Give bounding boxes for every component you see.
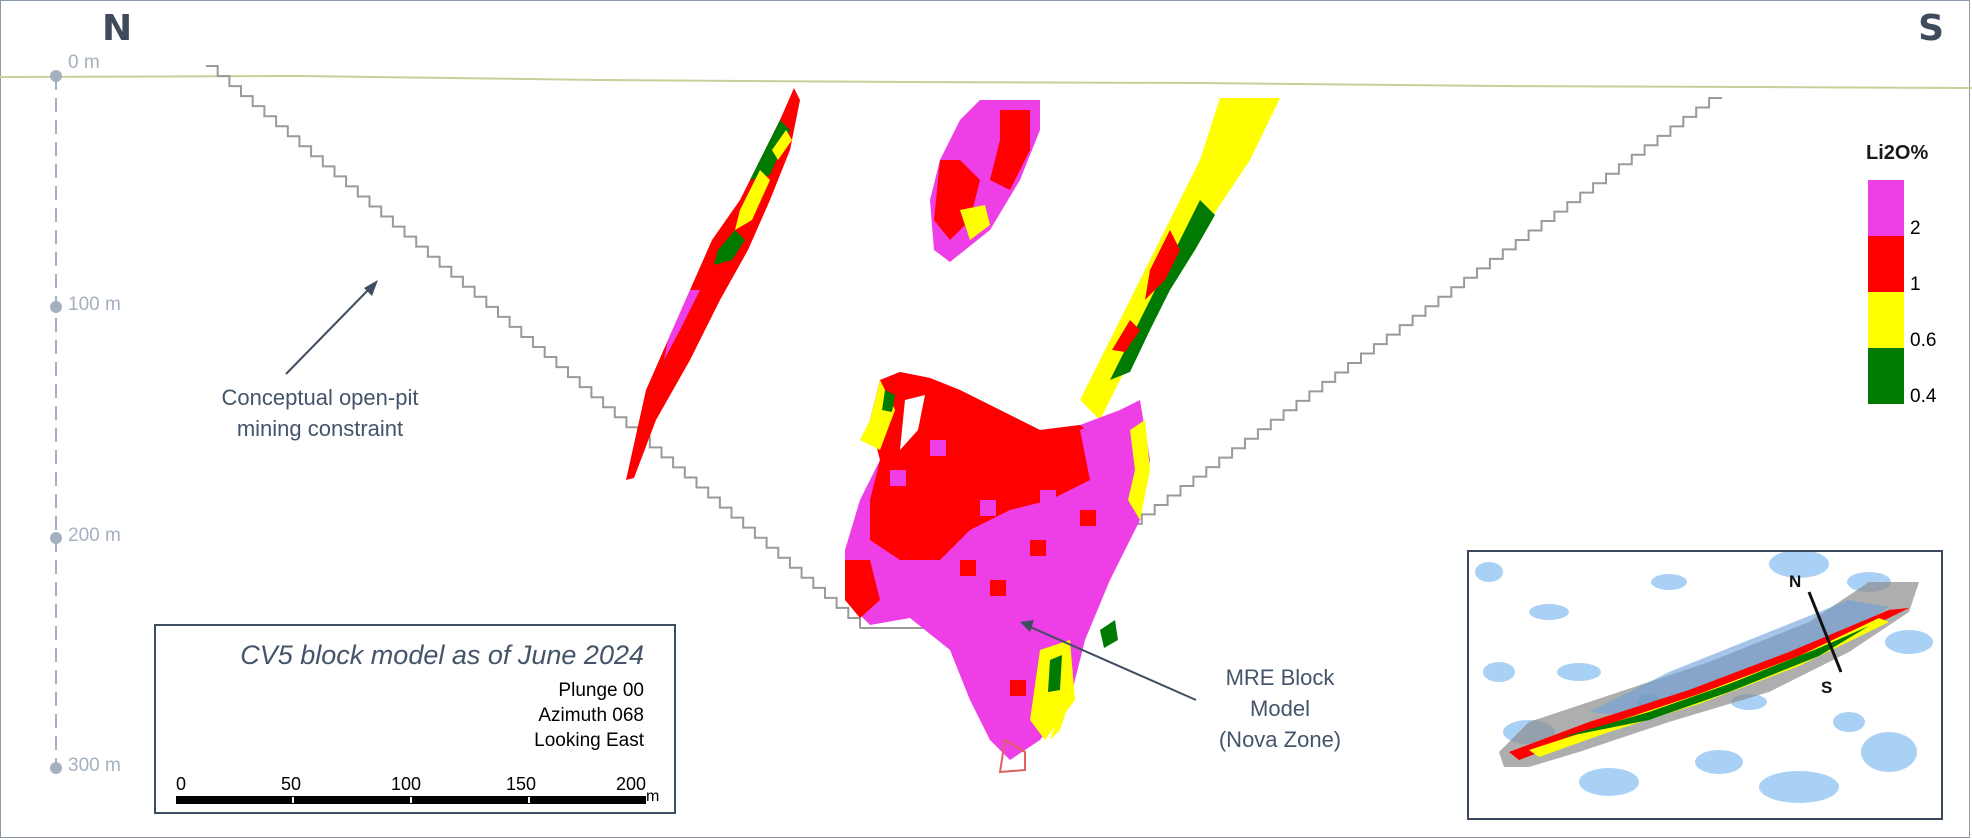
inset-north-label: N [1789,572,1802,591]
legend-swatch-0-4 [1868,348,1904,404]
inset-map-drawing [1475,552,1933,803]
plunge-text: Plunge 00 [558,680,644,701]
legend-swatch-2 [1868,180,1904,236]
looking-text: Looking East [534,730,644,751]
topography-line [0,74,1972,89]
ore-body-main-keel [845,372,1150,774]
scale-tick-100: 100 [391,774,422,794]
ore-body-south-dyke [1080,98,1280,420]
scale-tick-50: 50 [281,774,302,794]
mre-label-line-2: Model [1250,696,1310,721]
mre-label-line-1: MRE Block [1225,665,1335,690]
legend-swatch-1 [1868,236,1904,292]
mre-callout-arrow [1020,620,1197,701]
info-box: CV5 block model as of June 2024 Plunge 0… [154,624,676,814]
depth-marker-100 [50,301,62,313]
depth-marker-0 [50,70,62,82]
azimuth-text: Azimuth 068 [538,705,644,726]
pit-constraint-label: Conceptual open-pit mining constraint [150,382,490,444]
pit-label-line-1: Conceptual open-pit [221,385,419,410]
scale-tick-0: 0 [176,774,187,794]
scale-unit: m [646,788,660,805]
scale-tick-150: 150 [506,774,537,794]
depth-label-100: 100 m [68,294,121,315]
mre-label-line-3: (Nova Zone) [1218,727,1342,752]
scale-tick-200: 200 [616,774,647,794]
depth-label-300: 300 m [68,755,121,776]
pit-label-line-2: mining constraint [236,416,404,441]
depth-label-0: 0 m [68,52,100,73]
inset-south-label: S [1821,678,1833,697]
legend-value-1: 1 [1910,274,1921,295]
ore-body-north-dyke [626,88,800,480]
ore-body-upper-pod [930,100,1040,262]
legend-value-0-6: 0.6 [1910,330,1937,351]
pit-callout-arrow [285,280,378,375]
legend-title: Li2O% [1866,142,1929,164]
pit-outline-north [206,65,861,628]
mre-block-model-label: MRE Block Model (Nova Zone) [1180,662,1380,755]
legend-swatch-0-6 [1868,292,1904,348]
depth-label-200: 200 m [68,525,121,546]
legend-value-0-4: 0.4 [1910,386,1937,407]
depth-marker-200 [50,532,62,544]
inset-plan-map: N S [1467,550,1943,820]
south-label: S [1918,8,1944,49]
north-label: N [102,8,133,49]
depth-marker-300 [50,762,62,774]
scale-bar [176,796,646,804]
legend-value-2: 2 [1910,218,1921,239]
info-title: CV5 block model as of June 2024 [240,640,644,670]
